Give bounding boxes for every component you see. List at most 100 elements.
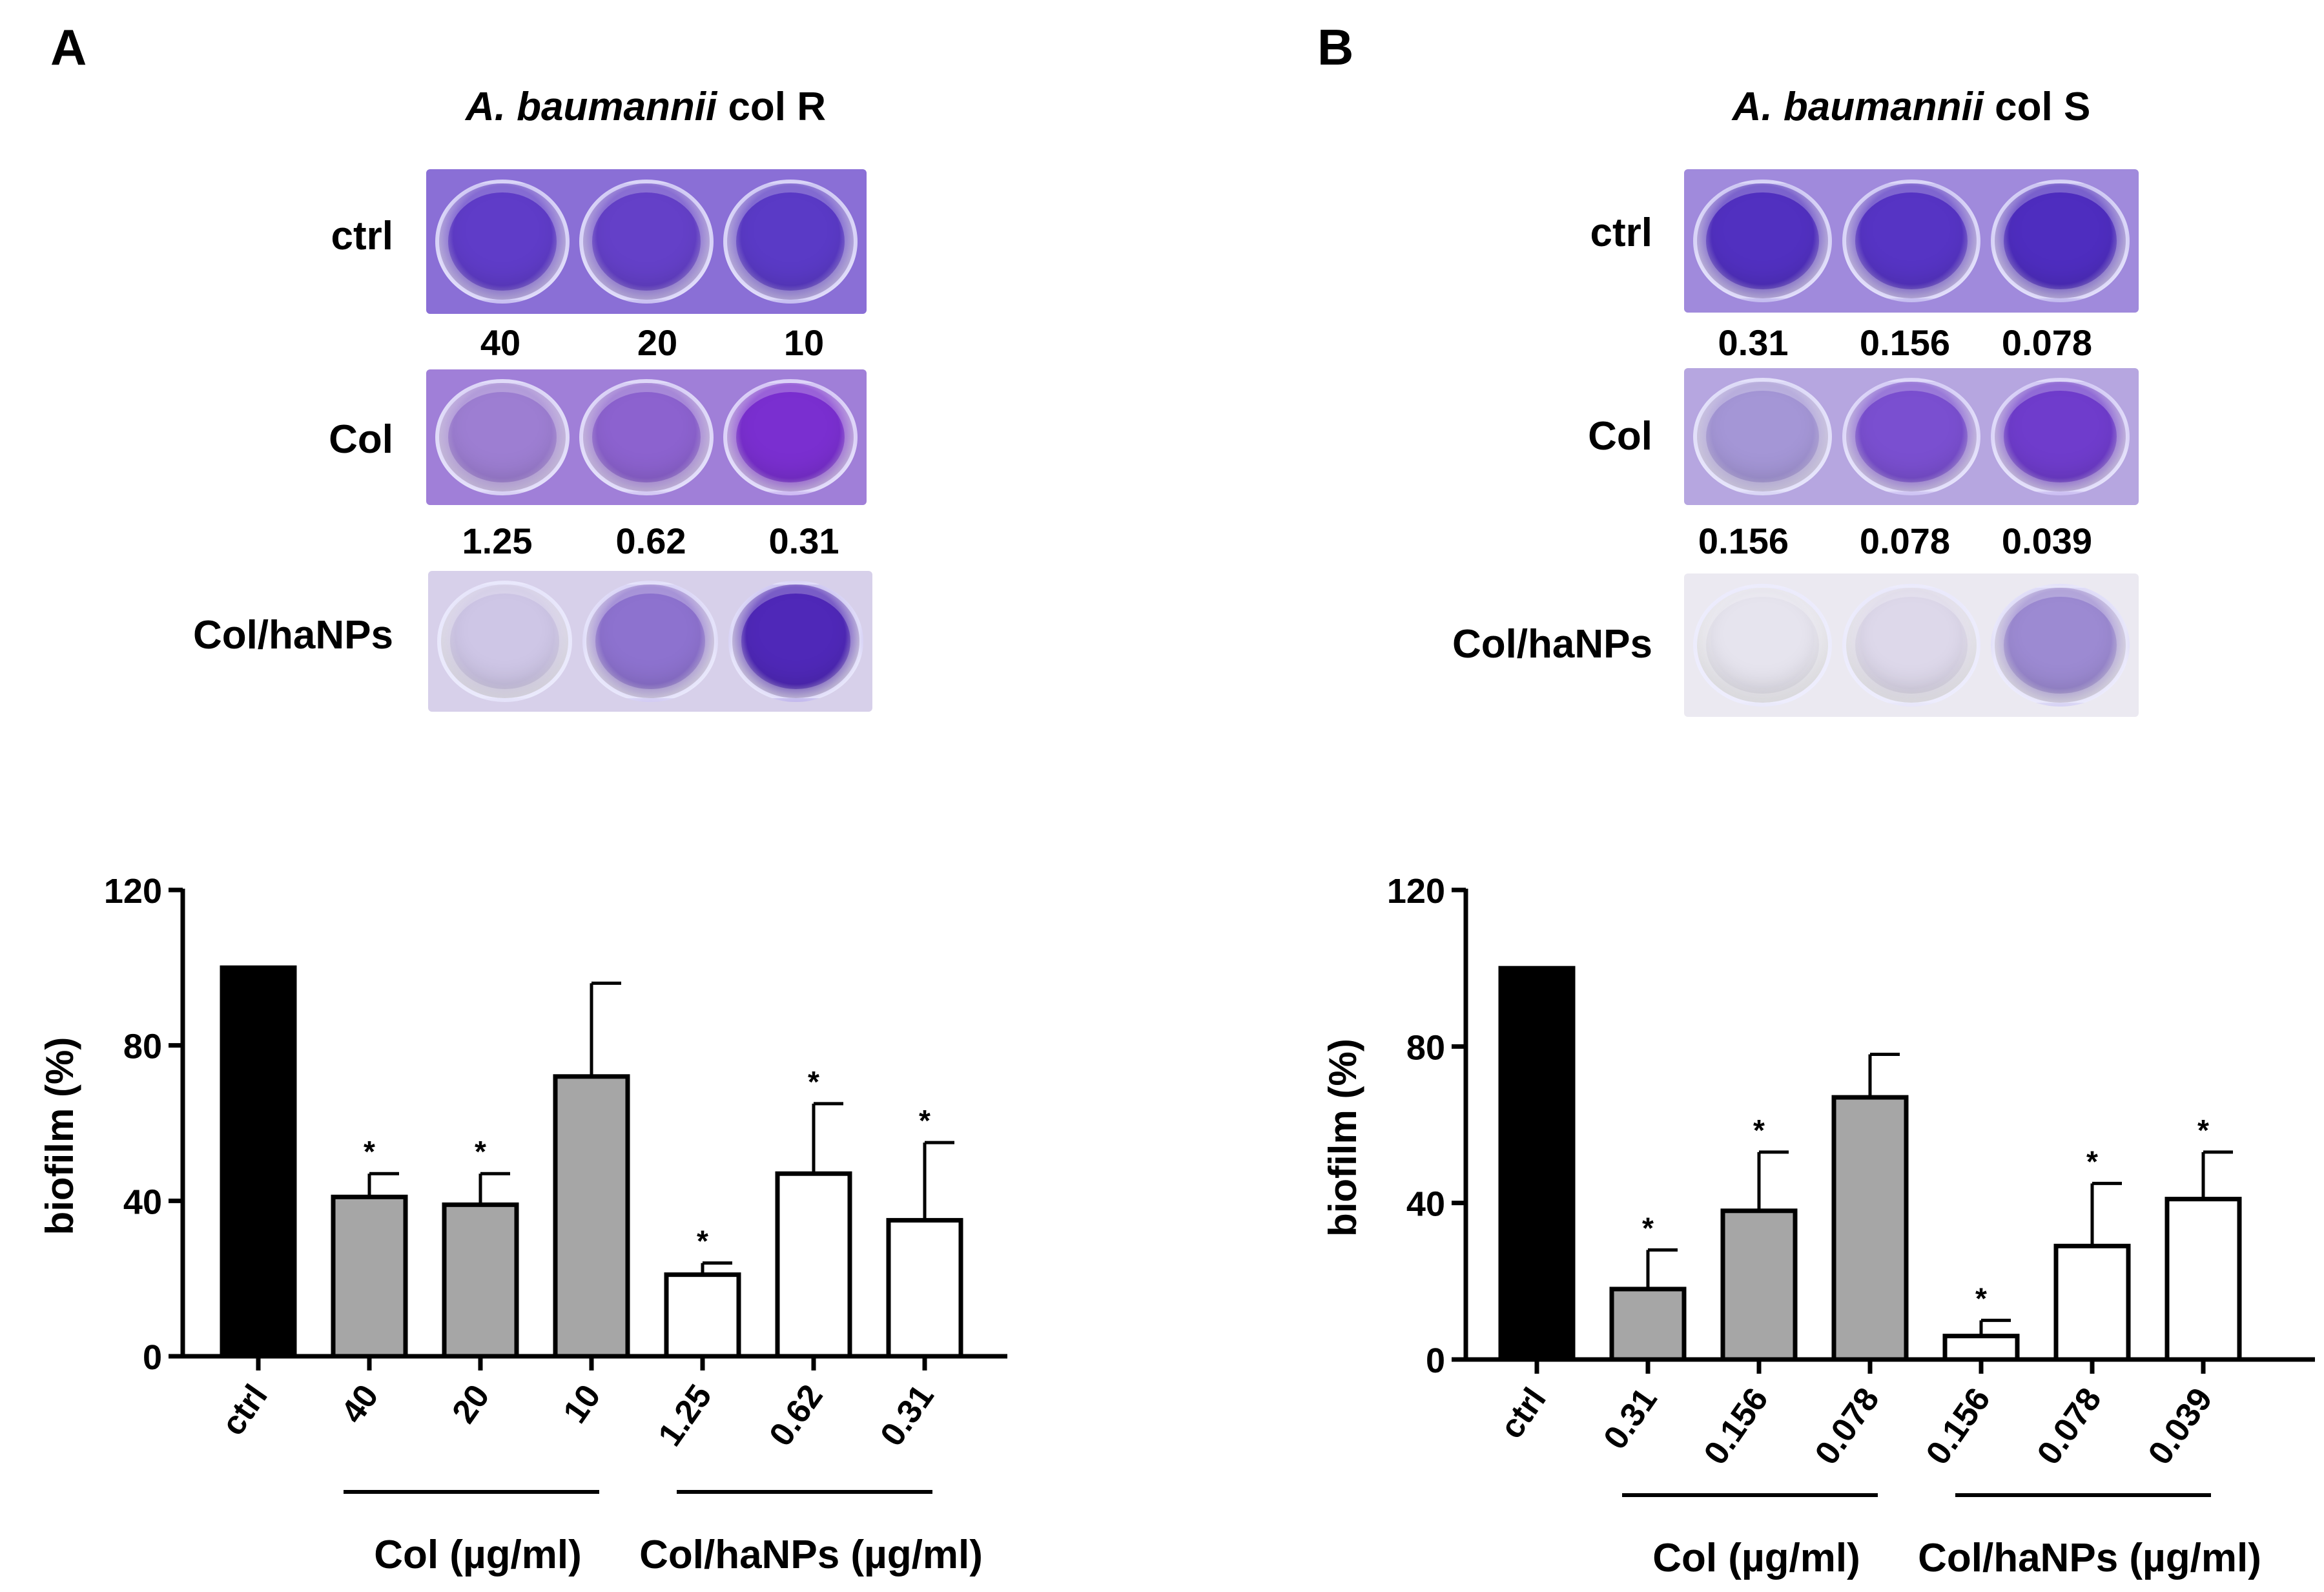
- panel-b-conc-colha-0: 0.156: [1698, 521, 1789, 561]
- chart-b-bar-1: [1609, 1287, 1687, 1362]
- chart-a-category-label: ctrl: [214, 1378, 275, 1443]
- panel-a-row-label-ctrl: ctrl: [331, 214, 393, 258]
- chart-b-significance: *: [2197, 1113, 2209, 1147]
- well: [1842, 583, 1981, 707]
- chart-b-significance: *: [1975, 1281, 1987, 1315]
- panel-a-plate-colha: [428, 571, 872, 712]
- well: [723, 378, 858, 496]
- chart-a-group-label-0: Col (µg/ml): [374, 1533, 582, 1577]
- chart-b-category-label: 0.078: [1808, 1381, 1887, 1472]
- chart-a-significance: *: [808, 1065, 819, 1099]
- panel-b-conc-col-1: 0.156: [1859, 322, 1951, 363]
- chart-b-group-label-0: Col (µg/ml): [1652, 1536, 1860, 1580]
- chart-b-group-label-1: Col/haNPs (µg/ml): [1918, 1536, 2261, 1580]
- chart-a-bar-4: [664, 1272, 741, 1359]
- well: [579, 179, 714, 304]
- chart-a-bar-6: [886, 1217, 963, 1359]
- chart-a-significance: *: [919, 1104, 931, 1137]
- well: [1991, 583, 2130, 707]
- well: [1842, 377, 1981, 496]
- chart-b-category-label: 0.039: [2141, 1381, 2220, 1472]
- well: [728, 581, 864, 702]
- well: [1991, 179, 2130, 303]
- chart-a-bar-5: [775, 1171, 852, 1359]
- panel-a-plate-col: [426, 369, 867, 505]
- chart-a-category-label: 10: [556, 1378, 608, 1431]
- chart-a-category-label: 40: [334, 1378, 386, 1431]
- chart-b-bar-5: [2053, 1243, 2131, 1362]
- well: [582, 581, 718, 702]
- chart-b-y-label: biofilm (%): [1321, 1039, 1364, 1237]
- panel-a-conc-col-0: 40: [480, 322, 521, 363]
- panel-b-row-label-ctrl: ctrl: [1590, 211, 1652, 255]
- well: [723, 179, 858, 304]
- chart-a-y-tick-label: 80: [123, 1028, 162, 1066]
- chart-b-bar-6: [2165, 1197, 2242, 1362]
- chart-b-significance: *: [2086, 1144, 2098, 1178]
- chart-a-bar-0: [220, 965, 297, 1359]
- chart-b-y-tick-label: 0: [1426, 1341, 1445, 1380]
- well: [435, 378, 570, 496]
- chart-a-bar-3: [553, 1074, 630, 1359]
- panel-b-conc-col-0: 0.31: [1718, 322, 1789, 363]
- chart-b-significance: *: [1753, 1113, 1765, 1147]
- panel-b-plate-colha: [1684, 574, 2139, 717]
- well: [1991, 377, 2130, 496]
- chart-a-significance: *: [364, 1135, 375, 1168]
- panel-letter-b: B: [1317, 19, 1354, 76]
- chart-b-category-label: 0.078: [2030, 1381, 2109, 1472]
- chart-a-bar-2: [442, 1202, 519, 1359]
- well: [1842, 179, 1981, 303]
- panel-b-title-species: A. baumannii: [1732, 85, 1984, 129]
- panel-a-row-label-colha: Col/haNPs: [192, 613, 393, 657]
- panel-a-conc-colha-2: 0.31: [768, 521, 839, 561]
- panel-a-conc-col-1: 20: [637, 322, 678, 363]
- chart-a-bar-1: [331, 1194, 408, 1359]
- well: [435, 179, 570, 304]
- chart-a-y-tick-label: 120: [104, 872, 162, 911]
- panel-b-plate-col: [1684, 368, 2139, 505]
- chart-a-y-tick-label: 0: [143, 1338, 162, 1377]
- panel-b-plate-ctrl: [1684, 169, 2139, 313]
- chart-a-significance: *: [475, 1135, 486, 1168]
- chart-b-category-label: 0.156: [1919, 1381, 1998, 1472]
- chart-a-category-label: 1.25: [651, 1378, 719, 1453]
- chart-a-category-label: 0.62: [762, 1378, 830, 1453]
- chart-a-y-tick-label: 40: [123, 1183, 162, 1221]
- panel-a-title: A. baumannii col R: [426, 84, 865, 130]
- chart-b-y-tick-label: 120: [1387, 872, 1445, 911]
- panel-a-plate-ctrl: [426, 169, 867, 314]
- chart-b-category-label: 0.156: [1697, 1381, 1776, 1472]
- chart-b-significance: *: [1642, 1211, 1654, 1245]
- panel-b-row-label-col: Col: [1588, 414, 1652, 459]
- chart-b-category-label: 0.31: [1596, 1381, 1665, 1456]
- panel-a-title-strain: col R: [717, 85, 827, 129]
- panel-a-row-label-col: Col: [329, 417, 393, 462]
- chart-a-y-label: biofilm (%): [38, 1037, 81, 1235]
- chart-b-y-tick-label: 40: [1406, 1185, 1445, 1224]
- panel-b-conc-colha-2: 0.039: [2001, 521, 2093, 561]
- panel-a-title-species: A. baumannii: [465, 85, 717, 129]
- chart-a-group-label-1: Col/haNPs (µg/ml): [639, 1533, 983, 1577]
- chart-b-bar-0: [1498, 966, 1576, 1362]
- chart-b-y-tick-label: 80: [1406, 1028, 1445, 1067]
- panel-letter-a: A: [50, 19, 87, 76]
- panel-a-conc-colha-1: 0.62: [615, 521, 686, 561]
- panel-b-row-label-colha: Col/haNPs: [1452, 622, 1652, 667]
- panel-b-conc-col-2: 0.078: [2001, 322, 2093, 363]
- panel-b-title: A. baumannii col S: [1692, 84, 2131, 130]
- chart-b-bar-2: [1720, 1208, 1798, 1362]
- chart-a-category-label: 0.31: [873, 1378, 941, 1453]
- chart-a-category-label: 20: [445, 1378, 497, 1431]
- panel-b-title-strain: col S: [1983, 85, 2091, 129]
- well: [437, 581, 573, 702]
- panel-a-conc-col-2: 10: [783, 322, 825, 363]
- well: [1693, 179, 1832, 303]
- panel-a-conc-colha-0: 1.25: [462, 521, 533, 561]
- panel-b-conc-colha-1: 0.078: [1859, 521, 1951, 561]
- chart-b-bar-4: [1942, 1334, 2020, 1362]
- chart-b-bar-3: [1831, 1095, 1909, 1362]
- well: [579, 378, 714, 496]
- well: [1693, 377, 1832, 496]
